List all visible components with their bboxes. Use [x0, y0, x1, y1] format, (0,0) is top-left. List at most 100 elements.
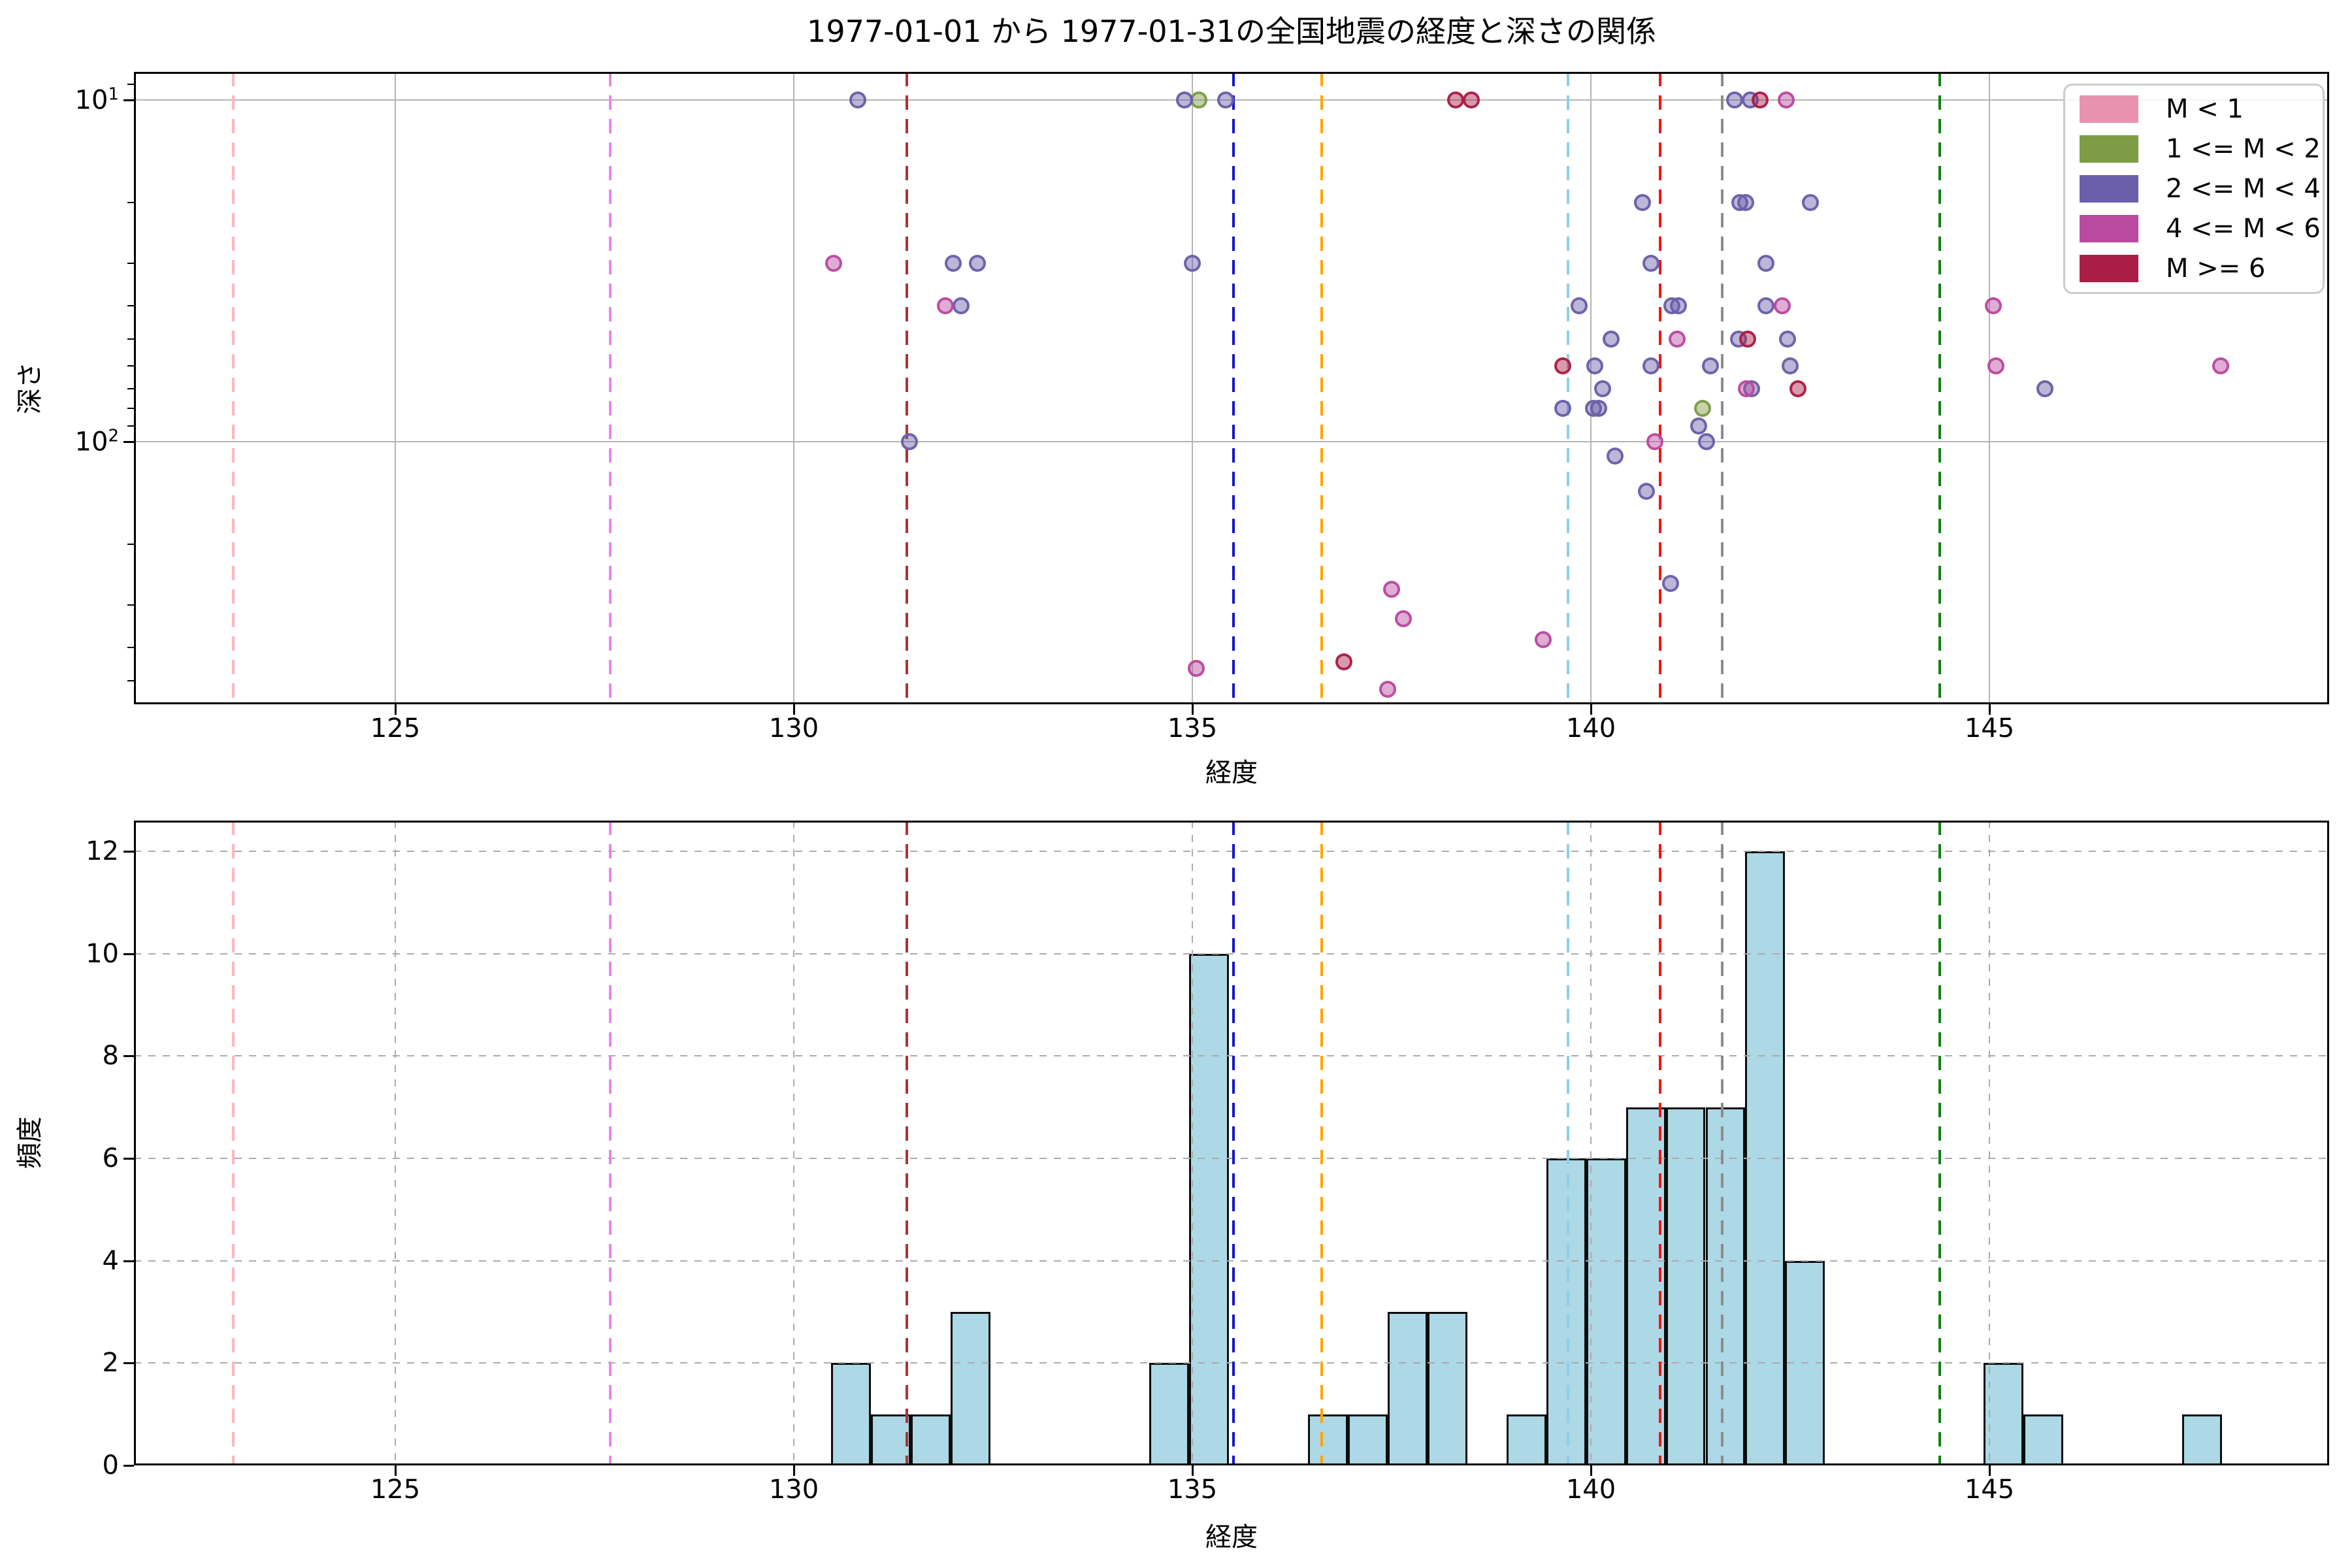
scatter-point	[1190, 91, 1207, 108]
scatter-point	[1737, 380, 1755, 397]
scatter-point	[1777, 91, 1795, 108]
scatter-point	[1383, 580, 1400, 598]
legend-swatch-icon	[2080, 175, 2138, 203]
scatter-point	[1554, 357, 1572, 374]
scatter-ylabel: 深さ	[15, 362, 45, 414]
scatter-ytick-minor	[127, 202, 134, 204]
legend-swatch-icon	[2080, 135, 2138, 163]
histogram-refline	[232, 821, 235, 1465]
scatter-point	[1395, 610, 1413, 628]
scatter-point	[1782, 357, 1799, 374]
legend-item: 2 <= M < 4	[2080, 174, 2321, 204]
scatter-point	[1642, 254, 1659, 272]
histogram-xtick-mark	[1192, 1465, 1194, 1476]
histogram-ytick-label: 2	[102, 1348, 119, 1379]
scatter-point	[1757, 297, 1775, 314]
histogram-ytick-mark	[123, 1158, 134, 1160]
scatter-axes-frame	[134, 72, 2329, 704]
figure-title: 1977-01-01 から 1977-01-31の全国地震の経度と深さの関係	[807, 14, 1656, 49]
scatter-ytick-minor	[127, 604, 134, 606]
scatter-refline	[1659, 72, 1662, 704]
scatter-point	[1570, 297, 1588, 314]
legend-swatch-icon	[2080, 215, 2138, 242]
scatter-ytick-minor	[127, 387, 134, 389]
histogram-bar	[1665, 1107, 1706, 1465]
scatter-refline	[906, 72, 909, 704]
histogram-bar	[1586, 1158, 1626, 1465]
histogram-xtick-mark	[1989, 1465, 1991, 1476]
legend-item: 1 <= M < 2	[2080, 134, 2321, 164]
histogram-ytick-mark	[123, 851, 134, 853]
scatter-ytick-minor	[127, 304, 134, 306]
histogram-refline	[1232, 821, 1235, 1465]
histogram-gridline-x	[1590, 821, 1592, 1465]
legend-item: 4 <= M < 6	[2080, 214, 2321, 244]
legend-label: 1 <= M < 2	[2166, 134, 2321, 164]
histogram-gridline-y	[134, 953, 2329, 955]
scatter-xtick-mark	[1989, 704, 1991, 715]
scatter-refline	[1566, 72, 1569, 704]
histogram-gridline-y	[134, 851, 2329, 853]
histogram-xtick-label: 140	[1565, 1475, 1616, 1505]
scatter-point	[849, 91, 866, 108]
legend-label: M < 1	[2166, 94, 2244, 124]
legend-swatch-icon	[2080, 95, 2138, 123]
scatter-point	[1634, 194, 1652, 212]
scatter-ytick-minor	[127, 262, 134, 264]
scatter-ytick-minor	[127, 646, 134, 648]
histogram-gridline-x	[793, 821, 794, 1465]
scatter-gridline-x	[1590, 72, 1592, 704]
histogram-bar	[871, 1414, 911, 1465]
histogram-refline	[1938, 821, 1942, 1465]
scatter-point	[1590, 400, 1608, 417]
legend-item: M < 1	[2080, 94, 2244, 124]
histogram-bar	[910, 1414, 951, 1465]
legend-label: 2 <= M < 4	[2166, 174, 2321, 204]
histogram-bar	[1308, 1414, 1348, 1465]
scatter-ytick-minor	[127, 365, 134, 367]
scatter-point	[1739, 330, 1757, 348]
scatter-point	[1987, 357, 2004, 374]
scatter-point	[953, 297, 970, 314]
scatter-point	[945, 254, 962, 272]
histogram-xtick-mark	[395, 1465, 397, 1476]
histogram-xtick-label: 130	[768, 1475, 819, 1505]
scatter-point	[1757, 254, 1775, 272]
histogram-gridline-y	[134, 1158, 2329, 1160]
scatter-point	[1779, 330, 1797, 348]
histogram-ytick-label: 12	[86, 836, 119, 867]
scatter-point	[1188, 659, 1205, 677]
scatter-point	[1702, 357, 1719, 374]
scatter-point	[1985, 297, 2002, 314]
scatter-point	[1789, 380, 1807, 397]
scatter-point	[1606, 447, 1624, 465]
scatter-point	[1534, 631, 1552, 649]
scatter-xtick-mark	[395, 704, 397, 715]
histogram-bar	[831, 1363, 872, 1465]
histogram-bar	[1984, 1363, 2024, 1465]
scatter-point	[1670, 297, 1688, 314]
legend-label: 4 <= M < 6	[2166, 214, 2321, 244]
histogram-ytick-mark	[123, 1362, 134, 1365]
histogram-ytick-label: 0	[102, 1450, 119, 1480]
histogram-refline	[609, 821, 612, 1465]
scatter-point	[900, 433, 918, 450]
scatter-refline	[1721, 72, 1724, 704]
scatter-xtick-label: 140	[1565, 713, 1616, 743]
scatter-gridline-x	[1192, 72, 1193, 704]
histogram-bar	[2023, 1414, 2063, 1465]
scatter-point	[936, 297, 954, 314]
scatter-point	[1725, 91, 1743, 108]
scatter-ytick-mark	[123, 99, 134, 101]
legend-swatch-icon	[2080, 255, 2138, 282]
scatter-point	[1554, 400, 1572, 417]
scatter-point	[1697, 433, 1715, 450]
scatter-xtick-mark	[1590, 704, 1592, 715]
scatter-point	[825, 254, 842, 272]
scatter-xtick-label: 135	[1167, 713, 1218, 743]
histogram-bar	[1348, 1414, 1388, 1465]
histogram-refline	[906, 821, 909, 1465]
scatter-point	[2036, 380, 2054, 397]
histogram-bar	[1387, 1312, 1428, 1465]
